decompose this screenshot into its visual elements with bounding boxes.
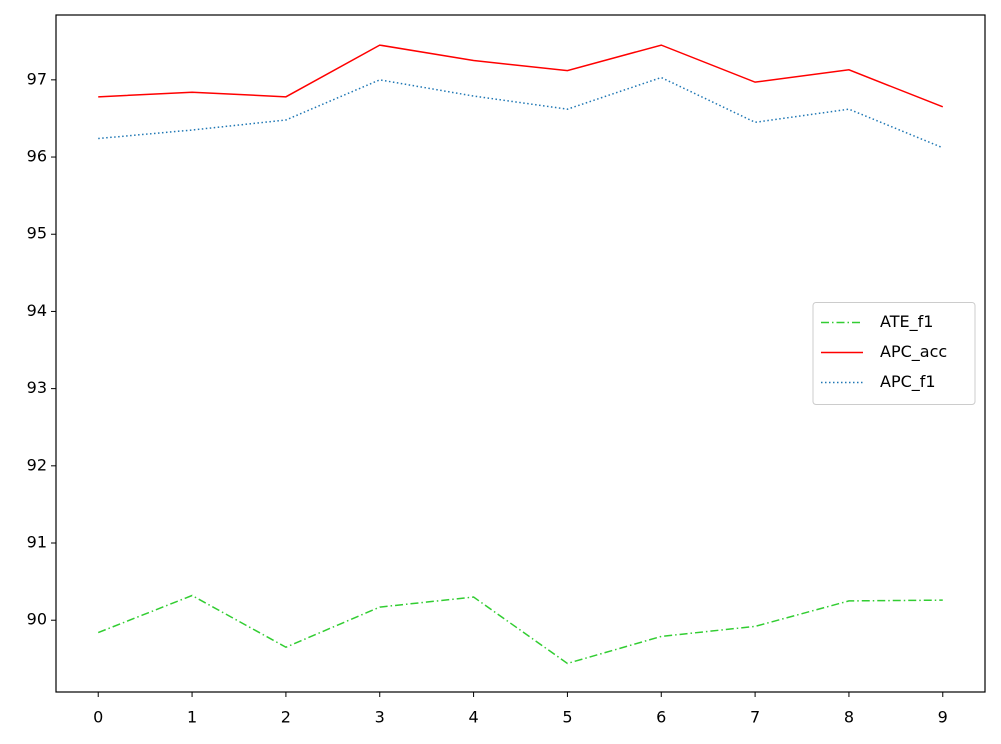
legend-label: APC_acc [880,342,947,362]
x-tick-label: 1 [187,708,197,727]
y-tick-label: 93 [27,378,47,397]
plot-frame [55,14,986,693]
x-tick-label: 3 [375,708,385,727]
legend-label: APC_f1 [880,372,936,392]
legend: ATE_f1 APC_acc APC_f1 [812,302,976,405]
y-tick-label: 97 [27,69,47,88]
x-tick-label: 8 [844,708,854,727]
x-tick-label: 0 [93,708,103,727]
y-tick-label: 92 [27,455,47,474]
x-tick-label: 6 [656,708,666,727]
line-series [98,44,944,108]
x-tick-label: 9 [938,708,948,727]
line-series [98,76,944,149]
y-tick-label: 94 [27,301,47,320]
legend-box [812,302,976,405]
y-tick-label: 95 [27,224,47,243]
x-tick-label: 7 [750,708,760,727]
y-tick-label: 91 [27,533,47,552]
x-tick-label: 5 [562,708,572,727]
y-tick-label: 96 [27,147,47,166]
line-series [97,594,943,665]
y-tick-label: 90 [27,610,47,629]
x-tick-label: 2 [281,708,291,727]
legend-label: ATE_f1 [880,312,933,332]
x-tick-label: 4 [468,708,478,727]
